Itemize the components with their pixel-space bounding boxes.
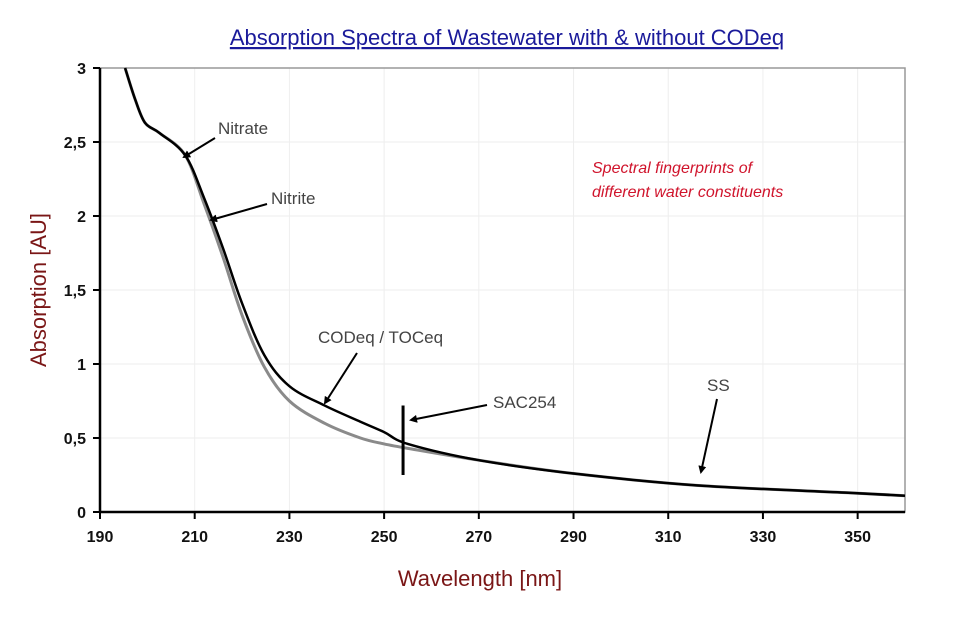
arrow-nitrate xyxy=(182,137,216,159)
annotation-codeq: CODeq / TOCeq xyxy=(318,328,443,347)
y-tick-label: 2 xyxy=(77,209,86,226)
y-tick-label: 1,5 xyxy=(64,283,86,300)
x-tick-label: 290 xyxy=(560,529,587,546)
x-tick-label: 230 xyxy=(276,529,303,546)
x-tick-label: 310 xyxy=(655,529,682,546)
arrow-ss xyxy=(698,398,718,474)
annotation-sac254: SAC254 xyxy=(493,393,556,412)
x-tick-label: 330 xyxy=(750,529,777,546)
y-tick-label: 2,5 xyxy=(64,135,86,152)
series-line-with-codeq xyxy=(123,67,906,497)
note-line-1: Spectral fingerprints of xyxy=(592,160,754,177)
x-axis-label: Wavelength [nm] xyxy=(398,566,562,591)
x-tick-label: 350 xyxy=(844,529,871,546)
annotation-nitrite: Nitrite xyxy=(271,189,315,208)
x-ticks: 190 210 230 250 270 290 310 330 350 xyxy=(87,512,871,546)
y-tick-label: 1 xyxy=(77,357,86,374)
y-axis-label: Absorption [AU] xyxy=(26,213,51,367)
y-tick-label: 0,5 xyxy=(64,431,86,448)
arrow-codeq xyxy=(323,352,358,405)
x-tick-label: 210 xyxy=(181,529,208,546)
x-tick-label: 270 xyxy=(465,529,492,546)
series-group xyxy=(123,67,906,498)
y-ticks: 0 0,5 1 1,5 2 2,5 3 xyxy=(64,61,100,522)
annotation-ss: SS xyxy=(707,376,730,395)
x-tick-label: 250 xyxy=(371,529,398,546)
annotation-nitrate: Nitrate xyxy=(218,119,268,138)
x-tick-label: 190 xyxy=(87,529,114,546)
arrow-nitrite xyxy=(209,203,268,223)
y-tick-label: 3 xyxy=(77,61,86,78)
chart-title: Absorption Spectra of Wastewater with & … xyxy=(230,25,784,50)
y-tick-label: 0 xyxy=(77,505,86,522)
annotations: Nitrate Nitrite CODeq / TOCeq SAC254 SS … xyxy=(182,119,783,474)
arrow-sac254 xyxy=(409,404,488,423)
note-line-2: different water constituents xyxy=(592,184,783,201)
